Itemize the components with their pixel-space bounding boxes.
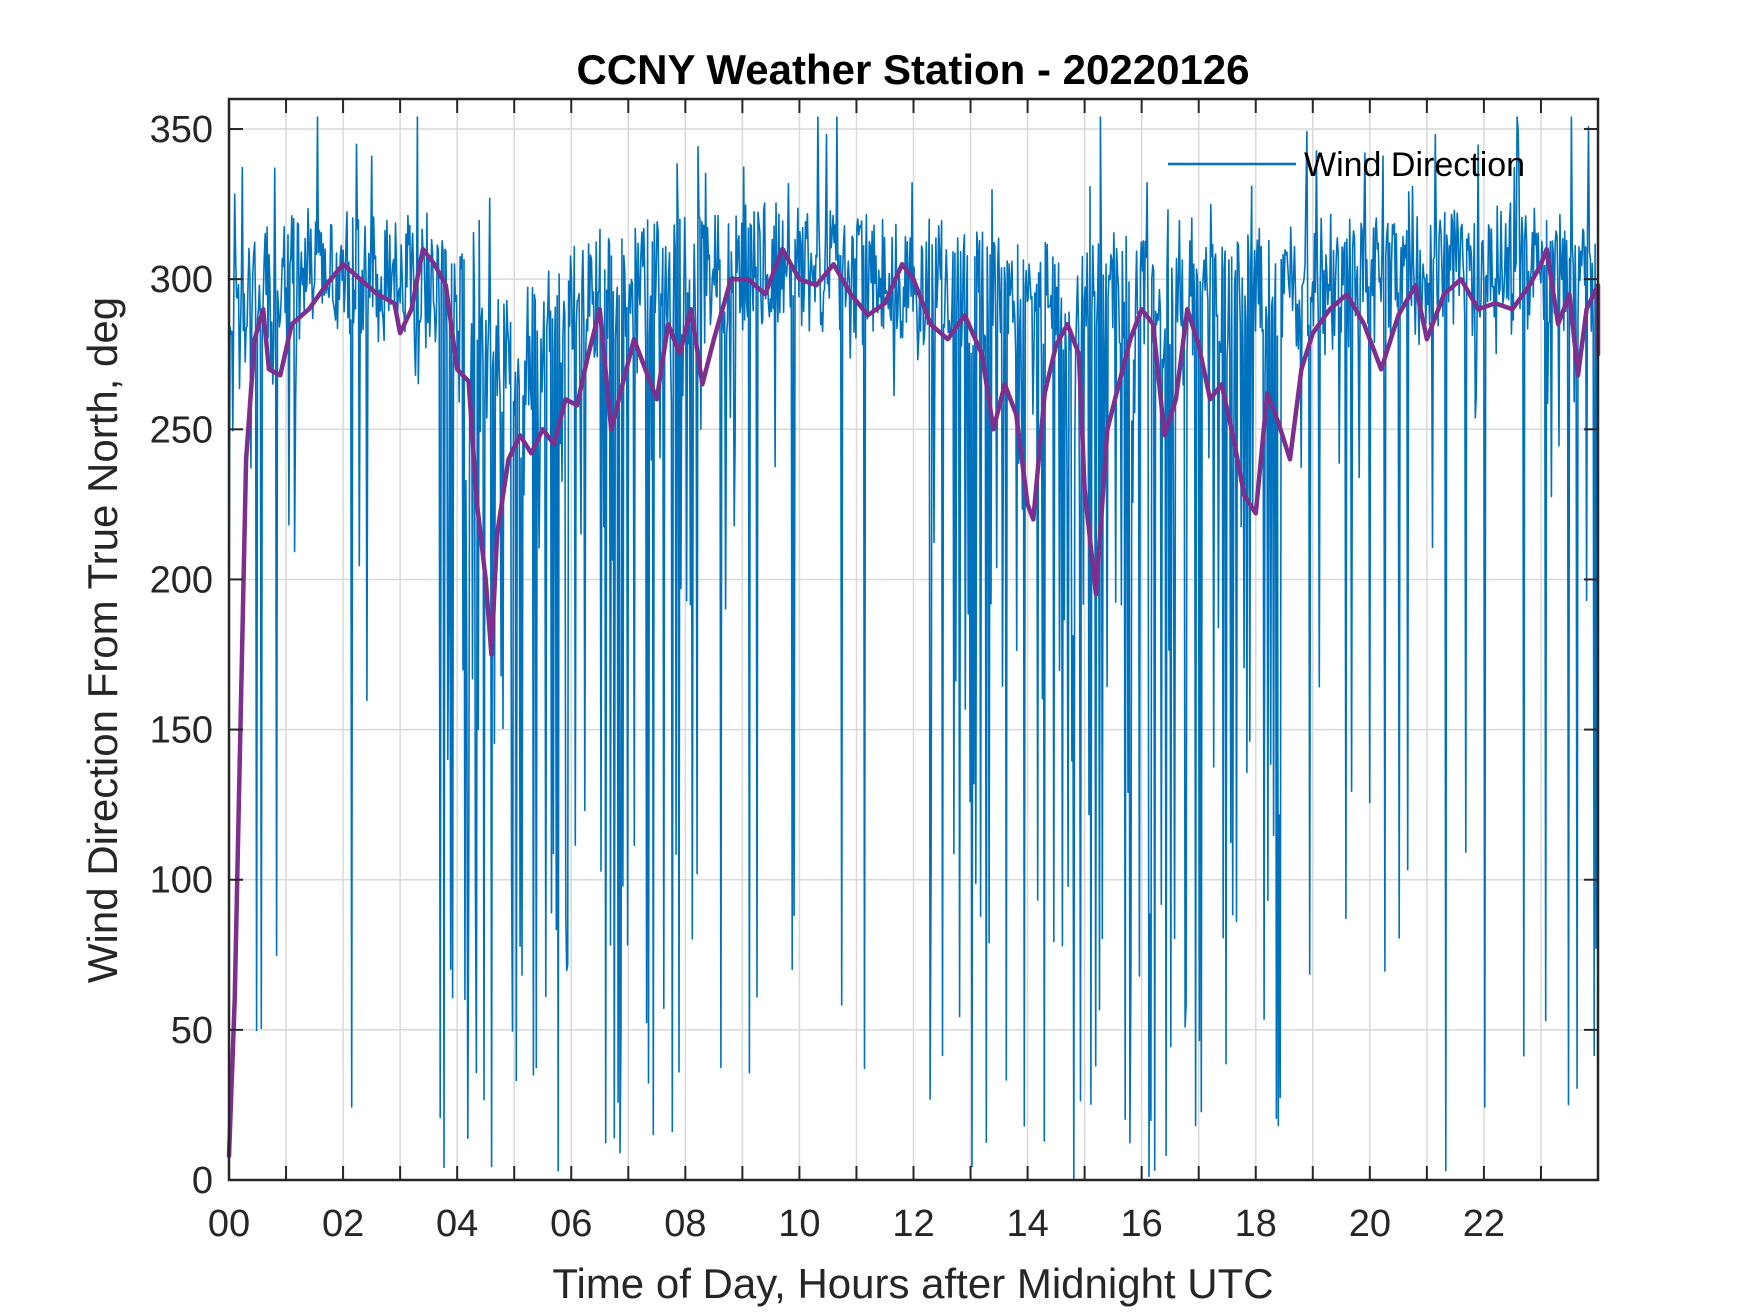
chart-title: CCNY Weather Station - 20220126 xyxy=(576,46,1249,93)
x-axis-tick-labels: 00 02 04 06 08 10 12 14 16 18 20 22 xyxy=(208,1203,1505,1245)
y-axis-label: Wind Direction From True North, deg xyxy=(79,297,126,983)
y-tick-label: 350 xyxy=(150,109,213,151)
x-tick-label: 22 xyxy=(1463,1203,1505,1245)
x-tick-label: 06 xyxy=(550,1203,592,1245)
legend-label-wind-direction: Wind Direction xyxy=(1304,146,1525,184)
x-tick-label: 00 xyxy=(208,1203,250,1245)
x-tick-label: 20 xyxy=(1349,1203,1391,1245)
y-tick-label: 250 xyxy=(150,409,213,451)
x-tick-label: 18 xyxy=(1235,1203,1277,1245)
y-tick-label: 0 xyxy=(192,1160,213,1202)
series-wind-direction-smoothed xyxy=(226,246,1601,1159)
x-axis-label: Time of Day, Hours after Midnight UTC xyxy=(552,1260,1273,1307)
legend: Wind Direction xyxy=(1168,146,1525,184)
y-tick-label: 200 xyxy=(150,559,213,601)
x-tick-label: 08 xyxy=(664,1203,706,1245)
x-tick-label: 12 xyxy=(892,1203,934,1245)
line-wind-direction-smoothed xyxy=(226,246,1601,1159)
series-wind-direction xyxy=(228,116,1599,1181)
y-axis-tick-labels: 0 50 100 150 200 250 300 350 xyxy=(150,109,213,1202)
x-tick-label: 02 xyxy=(322,1203,364,1245)
y-tick-label: 50 xyxy=(171,1010,213,1052)
y-tick-label: 300 xyxy=(150,259,213,301)
line-wind-direction xyxy=(228,116,1599,1181)
x-tick-label: 10 xyxy=(778,1203,820,1245)
x-tick-label: 04 xyxy=(436,1203,478,1245)
x-tick-label: 14 xyxy=(1006,1203,1048,1245)
x-tick-label: 16 xyxy=(1121,1203,1163,1245)
axis-ticks xyxy=(229,99,1598,1181)
y-tick-label: 100 xyxy=(150,860,213,902)
y-tick-label: 150 xyxy=(150,710,213,752)
